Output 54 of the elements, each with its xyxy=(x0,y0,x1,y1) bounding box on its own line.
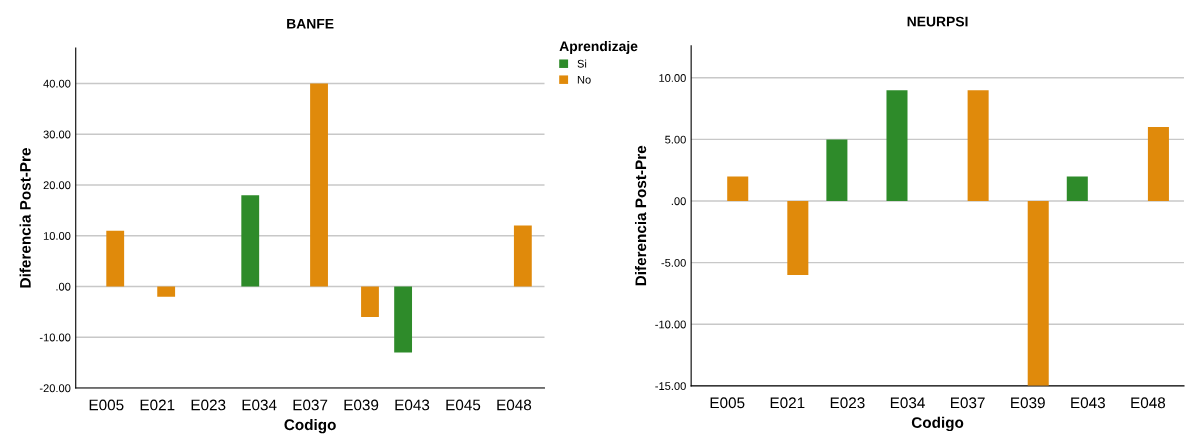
y-tick-label: 40.00 xyxy=(43,79,71,88)
x-axis-title: Codigo xyxy=(284,418,336,434)
x-tick-label: E005 xyxy=(89,399,124,411)
bar xyxy=(787,201,809,275)
chart-title: NEURPSI xyxy=(907,16,968,27)
x-tick-label: E043 xyxy=(1071,397,1105,409)
bar xyxy=(310,83,328,287)
chart-title: BANFE xyxy=(287,18,334,29)
legend-title: Aprendizaje xyxy=(559,40,638,54)
y-tick-label: -10.00 xyxy=(39,333,71,342)
bar xyxy=(106,230,125,287)
bar xyxy=(241,195,260,287)
x-tick-label: E023 xyxy=(830,397,865,409)
x-tick-label: E037 xyxy=(293,399,328,411)
y-tick-label: 10.00 xyxy=(43,232,71,240)
x-tick-label: E045 xyxy=(446,399,481,411)
x-tick-label: E005 xyxy=(710,397,745,409)
y-tick-label: 10.00 xyxy=(659,74,686,82)
x-tick-label: E021 xyxy=(140,399,175,411)
y-tick-label: -10.00 xyxy=(655,320,686,329)
bar xyxy=(967,90,989,202)
x-tick-label: E021 xyxy=(770,397,805,409)
bar xyxy=(361,286,379,317)
x-tick-label: E037 xyxy=(951,397,985,409)
bar xyxy=(727,176,749,202)
y-tick-label: -5.00 xyxy=(661,258,686,267)
bar xyxy=(513,225,532,287)
bar xyxy=(394,286,413,353)
y-tick-label: -15.00 xyxy=(655,382,686,390)
bar xyxy=(157,286,176,297)
x-axis-title: Codigo xyxy=(911,416,964,432)
x-tick-label: E039 xyxy=(344,399,379,411)
bar xyxy=(886,90,908,202)
x-tick-label: E048 xyxy=(1131,397,1166,409)
y-tick-label: 20.00 xyxy=(43,181,71,190)
legend-label: No xyxy=(577,75,591,84)
y-axis-title: Diferencia Post-Pre xyxy=(19,148,31,288)
x-tick-label: E034 xyxy=(890,397,925,409)
x-tick-label: E048 xyxy=(497,399,532,411)
y-tick-label: 30.00 xyxy=(43,130,71,139)
bar xyxy=(826,139,848,202)
x-tick-label: E023 xyxy=(191,399,226,411)
bar xyxy=(1147,127,1169,202)
bar xyxy=(1066,176,1088,202)
y-tick-label: 5.00 xyxy=(665,135,686,144)
y-tick-label: .00 xyxy=(56,282,71,291)
bar xyxy=(1027,201,1049,386)
x-tick-label: E043 xyxy=(395,399,430,411)
x-tick-label: E039 xyxy=(1011,397,1045,409)
y-axis-title: Diferencia Post-Pre xyxy=(634,145,647,286)
x-tick-label: E034 xyxy=(242,399,277,411)
y-tick-label: -20.00 xyxy=(39,384,71,393)
y-tick-label: .00 xyxy=(671,197,686,206)
legend-label: Si xyxy=(577,59,587,68)
